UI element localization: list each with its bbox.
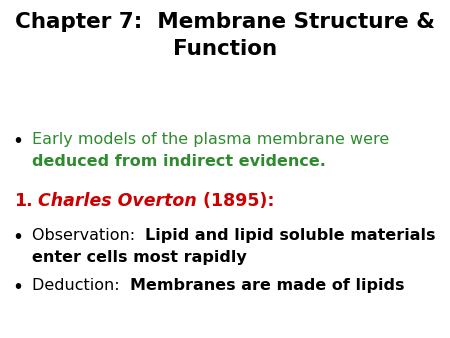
- Text: Lipid and lipid soluble materials: Lipid and lipid soluble materials: [145, 228, 436, 243]
- Text: Observation:: Observation:: [32, 228, 145, 243]
- Text: deduced from indirect evidence.: deduced from indirect evidence.: [32, 153, 326, 169]
- Text: Function: Function: [173, 39, 277, 59]
- Text: Membranes are made of lipids: Membranes are made of lipids: [130, 278, 405, 293]
- Text: 1.: 1.: [14, 192, 32, 210]
- Text: Early models of the plasma membrane were: Early models of the plasma membrane were: [32, 132, 389, 147]
- Text: Deduction:: Deduction:: [32, 278, 130, 293]
- Text: •: •: [13, 228, 23, 247]
- Text: •: •: [13, 278, 23, 297]
- Text: •: •: [13, 132, 23, 151]
- Text: Chapter 7:  Membrane Structure &: Chapter 7: Membrane Structure &: [15, 12, 435, 32]
- Text: enter cells most rapidly: enter cells most rapidly: [32, 249, 247, 265]
- Text: Charles Overton: Charles Overton: [38, 192, 197, 210]
- Text: (1895):: (1895):: [197, 192, 274, 210]
